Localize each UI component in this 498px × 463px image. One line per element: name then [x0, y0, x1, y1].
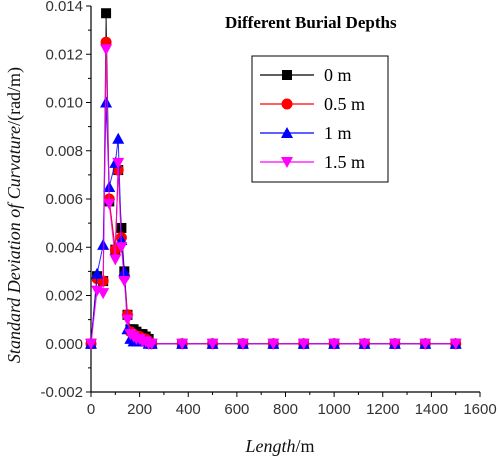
legend-box — [251, 55, 389, 183]
x-tick-label: 400 — [176, 401, 201, 418]
data-point — [109, 254, 122, 266]
legend-entry: 0 m — [260, 65, 352, 85]
legend-entry: 0.5 m — [260, 94, 365, 114]
chart-title: Different Burial Depths — [225, 13, 397, 32]
series-layer — [85, 8, 462, 350]
data-point — [103, 198, 116, 210]
data-point — [115, 242, 128, 254]
data-point — [97, 288, 110, 300]
legend-label: 0.5 m — [324, 94, 365, 114]
y-tick-label: 0.004 — [45, 239, 83, 256]
data-point — [236, 338, 249, 350]
x-axis-label: Length — [244, 436, 295, 456]
data-point — [118, 265, 131, 277]
x-tick-label: 1600 — [463, 401, 496, 418]
data-point — [449, 338, 462, 350]
data-point — [100, 96, 113, 108]
legend-label: 0 m — [324, 65, 352, 85]
y-tick-label: 0.008 — [45, 143, 83, 160]
data-point — [100, 44, 113, 56]
y-axis-unit: /(rad/m) — [4, 67, 25, 126]
legend-marker — [281, 98, 293, 110]
y-tick-label: -0.002 — [40, 384, 83, 401]
y-tick-label: 0.014 — [45, 0, 83, 15]
legend-marker — [281, 127, 293, 138]
data-point — [388, 338, 401, 350]
data-point — [358, 338, 371, 350]
data-point — [145, 338, 158, 350]
y-tick-label: 0.010 — [45, 95, 83, 112]
data-point — [121, 314, 134, 326]
data-point — [97, 238, 110, 250]
data-point — [206, 338, 219, 350]
y-axis-title: Standard Deviation of Curvature/(rad/m) — [4, 67, 25, 363]
y-tick-label: 0.000 — [45, 336, 83, 353]
data-point — [328, 338, 341, 350]
legend: 0 m 0.5 m 1 m 1.5 m — [251, 55, 389, 183]
x-tick-label: 1200 — [366, 401, 399, 418]
data-point — [118, 276, 131, 288]
x-tick-label: 200 — [127, 401, 152, 418]
axes: 0 200 400 600 800 1000 1200 1400 1600 -0.002 0.000… — [40, 0, 496, 418]
x-tick-label: 0 — [87, 401, 95, 418]
data-point — [112, 157, 125, 169]
x-tick-label: 1000 — [317, 401, 350, 418]
data-point — [267, 338, 280, 350]
legend-entry: 1 m — [260, 123, 352, 143]
y-tick-label: 0.006 — [45, 191, 83, 208]
legend-entry: 1.5 m — [260, 152, 365, 172]
x-axis-title: Length/m — [244, 436, 314, 456]
data-point — [85, 338, 97, 350]
y-tick-label: 0.002 — [45, 288, 83, 305]
legend-label: 1 m — [324, 123, 352, 143]
x-tick-label: 800 — [273, 401, 298, 418]
data-point — [176, 338, 189, 350]
series-3 — [85, 44, 462, 350]
data-point — [297, 338, 310, 350]
legend-label: 1.5 m — [324, 152, 365, 172]
x-tick-label: 600 — [224, 401, 249, 418]
data-point — [112, 132, 125, 144]
x-axis-unit: /m — [296, 436, 315, 456]
legend-marker — [282, 70, 292, 80]
x-tick-label: 1400 — [415, 401, 448, 418]
y-tick-label: 0.012 — [45, 46, 83, 63]
data-point — [419, 338, 432, 350]
y-axis-label: Standard Deviation of Curvature — [4, 126, 24, 363]
data-point — [101, 8, 112, 19]
legend-marker — [281, 157, 293, 168]
data-point — [91, 267, 104, 279]
